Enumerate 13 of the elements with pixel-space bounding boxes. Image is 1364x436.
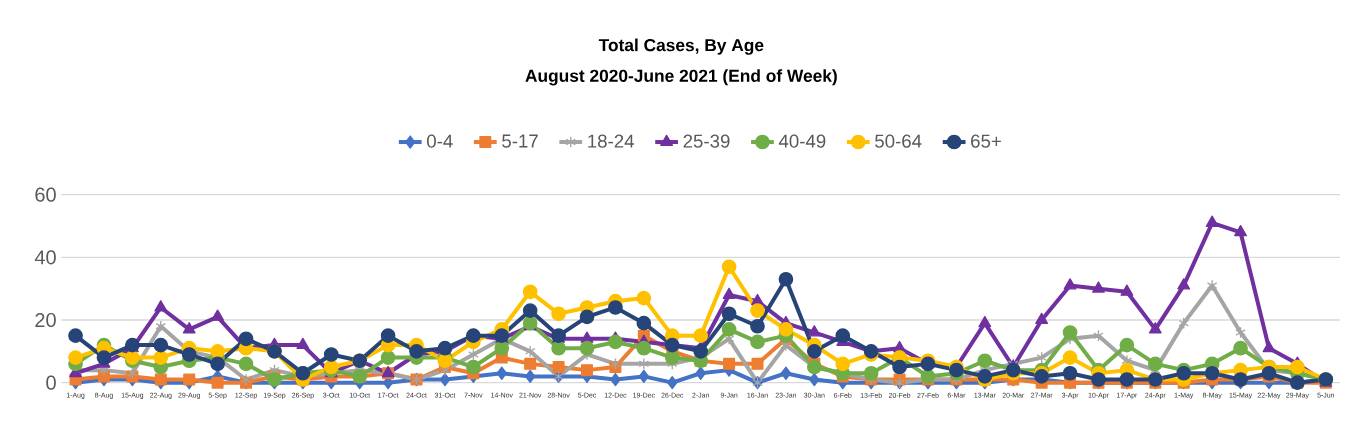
legend-label: 18-24: [588, 134, 634, 148]
legend-label: 50-64: [875, 134, 922, 148]
y-tick-label: 0: [46, 375, 56, 390]
legend-label: 5-17: [502, 134, 538, 148]
y-tick-label: 40: [34, 250, 56, 265]
legend-label: 40-49: [778, 134, 826, 148]
legend-label: 25-39: [683, 134, 730, 148]
chart-subtitle: August 2020-June 2021 (End of Week): [525, 69, 837, 86]
y-tick-label: 60: [35, 187, 56, 202]
chart-title: Total Cases, By Age: [598, 38, 764, 55]
legend-label: 65+: [971, 134, 1001, 148]
legend-label: 0-4: [427, 134, 453, 148]
y-tick-label: 20: [35, 312, 56, 328]
